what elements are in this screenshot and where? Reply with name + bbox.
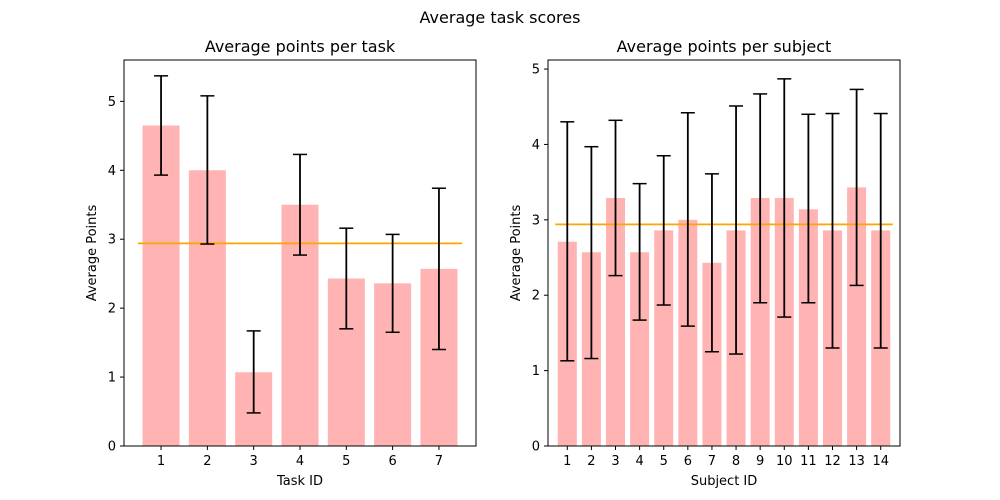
y-axis-label: Average Points xyxy=(85,204,100,301)
x-tick-label: 3 xyxy=(250,454,258,469)
bar-4 xyxy=(630,252,650,446)
bar-7 xyxy=(702,262,722,446)
bar-11 xyxy=(798,209,818,446)
x-tick-label: 1 xyxy=(157,454,165,469)
error-bar-13 xyxy=(849,88,864,287)
y-tick-label: 2 xyxy=(532,289,540,304)
x-tick-label: 7 xyxy=(708,454,716,469)
x-axis-label: Task ID xyxy=(276,474,323,489)
bar-3 xyxy=(606,197,626,446)
x-tick-label: 6 xyxy=(684,454,692,469)
x-tick-label: 8 xyxy=(732,454,740,469)
y-tick-label: 3 xyxy=(108,233,116,248)
error-bar-12 xyxy=(825,112,840,349)
x-tick-label: 12 xyxy=(824,454,841,469)
error-bar-9 xyxy=(753,93,768,304)
y-tick-label: 5 xyxy=(532,63,540,78)
y-tick-label: 5 xyxy=(108,95,116,110)
figure-suptitle: Average task scores xyxy=(420,8,581,27)
error-bar-6 xyxy=(385,233,400,334)
x-tick-label: 5 xyxy=(660,454,668,469)
error-bar-5 xyxy=(339,227,354,330)
bar-5 xyxy=(654,230,674,446)
error-bar-3 xyxy=(608,119,623,277)
error-bar-3 xyxy=(246,330,261,414)
y-tick-label: 2 xyxy=(108,302,116,317)
error-bar-7 xyxy=(431,187,446,351)
y-tick-label: 1 xyxy=(532,364,540,379)
x-tick-label: 4 xyxy=(296,454,304,469)
error-bar-2 xyxy=(584,145,599,360)
y-tick-label: 0 xyxy=(108,440,116,455)
bar-6 xyxy=(678,219,698,446)
error-bar-1 xyxy=(560,121,575,362)
x-tick-label: 14 xyxy=(872,454,889,469)
x-tick-label: 3 xyxy=(611,454,619,469)
axes-frame xyxy=(547,59,901,447)
error-bar-6 xyxy=(680,112,695,327)
y-tick-label: 4 xyxy=(532,138,540,153)
x-tick-label: 2 xyxy=(587,454,595,469)
chart-title: Average points per task xyxy=(205,37,396,56)
bar-9 xyxy=(750,197,770,446)
bar-13 xyxy=(847,187,867,446)
y-tick-label: 3 xyxy=(532,213,540,228)
x-tick-label: 1 xyxy=(563,454,571,469)
chart-title: Average points per subject xyxy=(617,37,832,56)
x-tick-label: 2 xyxy=(203,454,211,469)
x-tick-label: 13 xyxy=(848,454,865,469)
chart-tasks: 0 1 2 3 4 5 1 2 3 4 5 6 7 Average points per task Task… xyxy=(85,37,477,489)
error-bar-11 xyxy=(801,113,816,304)
x-tick-label: 6 xyxy=(388,454,396,469)
error-bar-5 xyxy=(656,154,671,306)
y-tick-label: 1 xyxy=(108,371,116,386)
x-tick-label: 7 xyxy=(435,454,443,469)
bar-10 xyxy=(774,197,794,446)
y-axis-label: Average Points xyxy=(509,204,524,301)
error-bar-10 xyxy=(777,78,792,318)
x-tick-label: 4 xyxy=(635,454,643,469)
x-tick-label: 11 xyxy=(800,454,817,469)
y-tick-label: 4 xyxy=(108,164,116,179)
x-tick-label: 10 xyxy=(776,454,793,469)
error-bar-14 xyxy=(873,112,888,349)
x-tick-label: 5 xyxy=(342,454,350,469)
error-bar-4 xyxy=(293,153,307,256)
error-bar-4 xyxy=(632,182,647,321)
error-bar-2 xyxy=(200,95,215,245)
x-axis-label: Subject ID xyxy=(691,474,758,489)
bar-1 xyxy=(142,125,180,446)
error-bar-7 xyxy=(704,173,719,353)
error-bar-8 xyxy=(729,105,744,355)
error-bar-1 xyxy=(154,75,169,176)
x-tick-label: 9 xyxy=(756,454,764,469)
y-tick-label: 0 xyxy=(532,440,540,455)
